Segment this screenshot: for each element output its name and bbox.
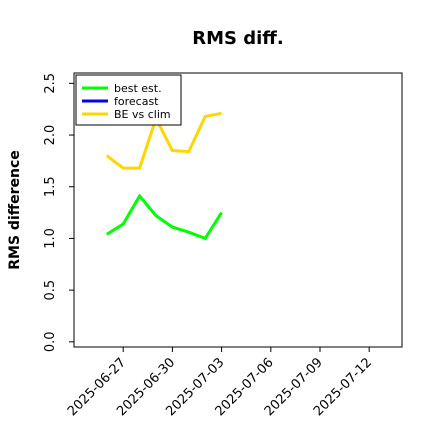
y-tick-label: 1.0 <box>43 228 58 249</box>
y-axis-label: RMS difference <box>7 150 23 270</box>
x-axis: 2025-06-272025-06-302025-07-032025-07-06… <box>65 347 375 419</box>
chart-title: RMS diff. <box>192 28 283 49</box>
plot-frame <box>73 72 403 348</box>
y-tick-label: 2.5 <box>43 73 58 94</box>
legend: best est. forecast BE vs clim <box>75 74 182 126</box>
series-layer <box>105 111 223 241</box>
series-line-best-est <box>106 193 223 241</box>
legend-label-forecast: forecast <box>114 95 159 108</box>
series-line-be-vs-clim <box>105 111 222 170</box>
y-tick-label: 0.5 <box>43 280 58 301</box>
legend-label-be-vs-clim: BE vs clim <box>114 108 171 121</box>
y-tick-label: 2.0 <box>43 125 58 146</box>
legend-label-best-est: best est. <box>114 82 162 95</box>
y-axis: 0.0 0.5 1.0 1.5 2.0 2.5 <box>43 73 74 352</box>
y-tick-label: 0.0 <box>43 331 58 352</box>
y-tick-label: 1.5 <box>43 176 58 197</box>
